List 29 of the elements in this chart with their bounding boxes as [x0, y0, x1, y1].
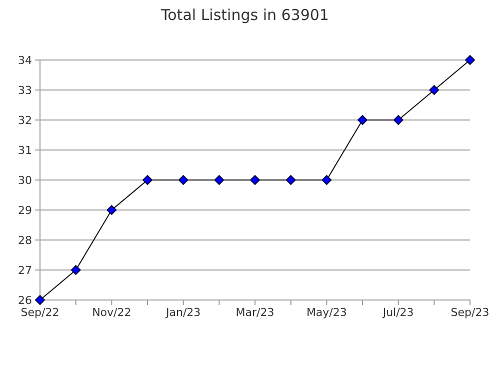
y-tick-label: 31 [18, 144, 32, 157]
chart-title: Total Listings in 63901 [160, 6, 329, 24]
y-tick-label: 30 [18, 174, 32, 187]
x-tick-label: Sep/23 [450, 306, 490, 319]
y-tick-label: 34 [18, 54, 32, 67]
point [70, 265, 81, 275]
point [465, 55, 475, 65]
point [286, 175, 296, 185]
y-tick-label: 26 [18, 294, 32, 307]
point [393, 115, 404, 125]
y-tick-label: 29 [18, 204, 32, 217]
point [358, 115, 368, 125]
y-tick-label: 28 [18, 234, 32, 247]
x-tick-label: Sep/22 [20, 306, 60, 319]
point [142, 175, 152, 185]
point [322, 175, 332, 185]
point [250, 175, 260, 185]
point [214, 175, 224, 185]
y-tick-label: 33 [18, 84, 32, 97]
point [429, 85, 440, 95]
point [178, 175, 188, 185]
x-tick-label: Jan/23 [164, 306, 201, 319]
y-tick-label: 32 [18, 114, 32, 127]
x-tick-label: May/23 [306, 306, 347, 319]
x-tick-label: Nov/22 [92, 306, 132, 319]
x-tick-label: Jul/23 [382, 306, 414, 319]
x-tick-label: Mar/23 [236, 306, 274, 319]
point [106, 205, 117, 215]
y-tick-label: 27 [18, 264, 32, 277]
